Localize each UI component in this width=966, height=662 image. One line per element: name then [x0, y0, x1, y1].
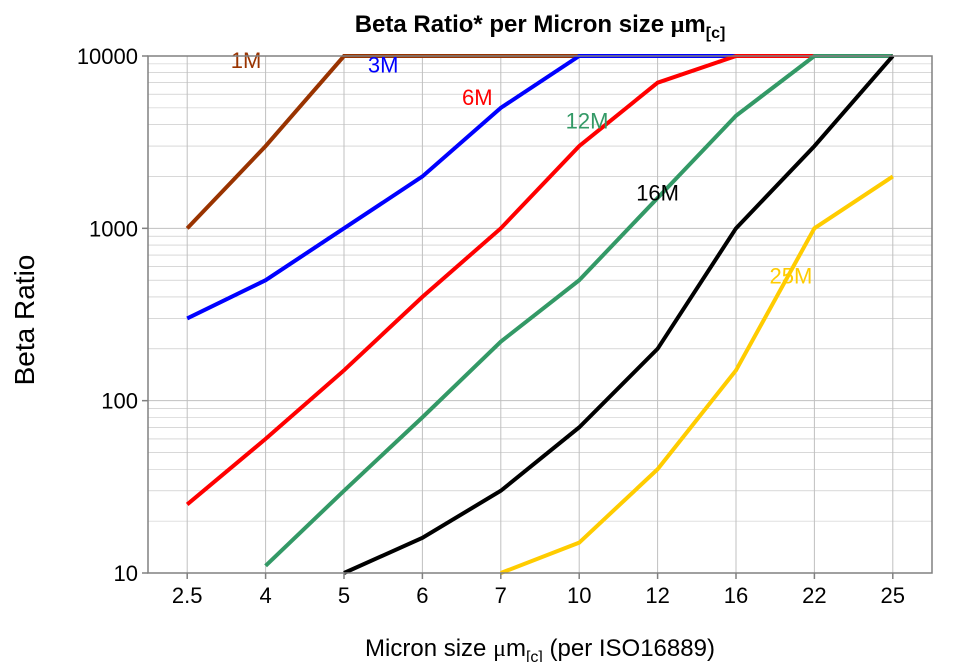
x-tick-label: 4 [259, 583, 271, 608]
xlabel-m: m [506, 635, 526, 662]
y-tick-label: 10000 [77, 44, 138, 69]
series-label-16M: 16M [636, 181, 679, 206]
x-tick-label: 22 [802, 583, 826, 608]
x-tick-label: 16 [724, 583, 748, 608]
series-label-6M: 6M [462, 85, 493, 110]
x-tick-label: 25 [881, 583, 905, 608]
y-tick-label: 100 [101, 389, 138, 414]
x-tick-label: 2.5 [172, 583, 203, 608]
y-tick-label: 10 [114, 561, 138, 586]
series-label-12M: 12M [566, 108, 609, 133]
x-tick-label: 6 [416, 583, 428, 608]
x-tick-label: 10 [567, 583, 591, 608]
title-mu: μ [671, 12, 685, 38]
xlabel-sub: [c] [526, 649, 543, 662]
x-tick-label: 12 [645, 583, 669, 608]
series-label-25M: 25M [769, 263, 812, 288]
x-tick-label: 5 [338, 583, 350, 608]
series-16M [344, 56, 893, 573]
title-m: m [684, 11, 705, 38]
x-axis-label: Micron size μm[c] (per ISO16889) [365, 635, 715, 662]
y-axis-label: Beta Ratio [9, 255, 40, 386]
beta-ratio-chart: Beta Ratio* per Micron size μm[c] Beta R… [0, 0, 966, 662]
series-label-1M: 1M [231, 48, 262, 73]
title-sub: [c] [706, 25, 726, 42]
xlabel-mu: μ [493, 636, 506, 662]
x-tick-label: 7 [495, 583, 507, 608]
title-prefix: Beta Ratio* per Micron size [355, 11, 671, 38]
y-tick-label: 1000 [89, 216, 138, 241]
chart-title: Beta Ratio* per Micron size μm[c] [355, 11, 726, 42]
plot-area: 1M3M6M12M16M25M101001000100002.545671012… [77, 44, 932, 608]
xlabel-prefix: Micron size [365, 635, 493, 662]
xlabel-suffix: (per ISO16889) [543, 635, 715, 662]
